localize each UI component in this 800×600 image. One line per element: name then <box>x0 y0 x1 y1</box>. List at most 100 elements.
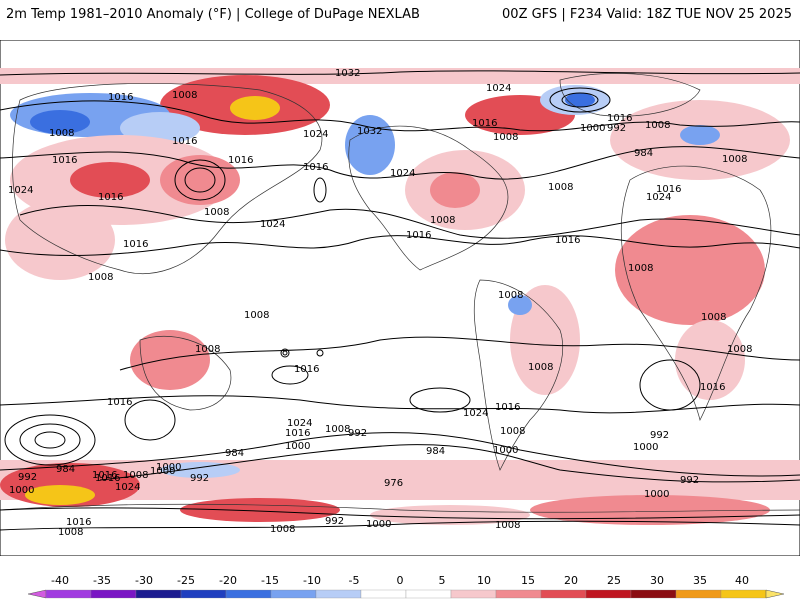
isobar-label: 1016 <box>555 235 580 246</box>
isobar-label: 1000 <box>150 466 175 477</box>
isobar-label: 1016 <box>700 382 725 393</box>
tick-label: 15 <box>521 574 535 587</box>
isobar-label: 1000 <box>156 462 181 473</box>
tick-label: 25 <box>607 574 621 587</box>
isobar-label: 1008 <box>628 263 653 274</box>
isobar-label: 1016 <box>108 92 133 103</box>
colorbar-right-arrow <box>765 589 785 599</box>
tick-label: -20 <box>219 574 237 587</box>
isobar-label: 1024 <box>115 482 140 493</box>
anomaly-shading <box>0 68 800 525</box>
tick-label: -15 <box>261 574 279 587</box>
isobar-label: 1008 <box>195 344 220 355</box>
isobar-label: 1008 <box>500 426 525 437</box>
colorbar-swatch <box>495 589 542 599</box>
isobar-label: 1008 <box>325 424 350 435</box>
isobar-label: 1024 <box>303 129 328 140</box>
colorbar-swatch <box>45 589 92 599</box>
isobar-label: 1000 <box>366 519 391 530</box>
tick-label: 20 <box>564 574 578 587</box>
color-swatches <box>27 589 785 599</box>
anomaly-map: 1032 1016 1008 1016 1032 1024 1024 1016 … <box>0 40 800 556</box>
isobar-label: 1008 <box>430 215 455 226</box>
isobar-label: 1008 <box>270 524 295 535</box>
isobar-label: 1008 <box>123 470 148 481</box>
isobar-label: 1016 <box>495 402 520 413</box>
isobar-label: 1008 <box>701 312 726 323</box>
isobar-label: 992 <box>650 430 669 441</box>
isobar-label: 1024 <box>486 83 511 94</box>
colorbar-swatch <box>135 589 182 599</box>
colorbar-swatch <box>180 589 227 599</box>
colorbar-swatch <box>225 589 272 599</box>
isobar-label: 1016 <box>66 517 91 528</box>
colorbar-swatch <box>270 589 317 599</box>
isobar-label: 992 <box>607 123 626 134</box>
isobar-label: 1000 <box>285 441 310 452</box>
isobar-label: 1008 <box>172 90 197 101</box>
isobar-label: 1008 <box>495 520 520 531</box>
colorbar-swatch <box>450 589 497 599</box>
isobar-label: 1024 <box>390 168 415 179</box>
colorbar-swatch <box>675 589 722 599</box>
pressure-centers <box>280 348 324 358</box>
isobar-label: 1016 <box>92 470 117 481</box>
isobar-label: 1008 <box>88 272 113 283</box>
colorbar-swatch <box>90 589 137 599</box>
isobar-label: 984 <box>634 148 653 159</box>
isobar-label: 1008 <box>49 128 74 139</box>
colorbar-swatch <box>540 589 587 599</box>
isobar-label: 1008 <box>493 132 518 143</box>
isobar-label: 1024 <box>8 185 33 196</box>
colorbar-swatch <box>405 589 452 599</box>
colorbar-swatch <box>585 589 632 599</box>
isobar-label: 1016 <box>172 136 197 147</box>
tick-label: -10 <box>303 574 321 587</box>
isobar-label: 1008 <box>645 120 670 131</box>
isobar-label: 984 <box>426 446 445 457</box>
tick-label: -25 <box>177 574 195 587</box>
isobar-label: 1024 <box>463 408 488 419</box>
colorbar-left-arrow <box>27 589 47 599</box>
tick-label: -30 <box>135 574 153 587</box>
isobar-label: 992 <box>190 473 209 484</box>
isobar-label: 1016 <box>95 473 120 484</box>
tick-label: 5 <box>439 574 446 587</box>
isobar-label: 1016 <box>472 118 497 129</box>
colorbar-swatch <box>630 589 677 599</box>
isobar-label: 1016 <box>285 428 310 439</box>
tick-label: 35 <box>693 574 707 587</box>
isobar-label: 1008 <box>204 207 229 218</box>
isobar-label: 976 <box>384 478 403 489</box>
colorbar-swatch <box>720 589 767 599</box>
isobar-label: 1000 <box>580 123 605 134</box>
tick-label: -5 <box>349 574 360 587</box>
tick-label: -35 <box>93 574 111 587</box>
isobar-label: 1000 <box>493 445 518 456</box>
isobar-label: 1024 <box>287 418 312 429</box>
isobar-label: 1016 <box>107 397 132 408</box>
isobar-label: 1016 <box>52 155 77 166</box>
tick-label: -40 <box>51 574 69 587</box>
isobar-label: 1016 <box>294 364 319 375</box>
isobar-label: 992 <box>680 475 699 486</box>
isobar-label: 1000 <box>644 489 669 500</box>
isobar-label: 1016 <box>228 155 253 166</box>
map-title: 2m Temp 1981–2010 Anomaly (°F) | College… <box>6 7 420 22</box>
tick-label: 0 <box>397 574 404 587</box>
isobar-label: 1008 <box>244 310 269 321</box>
tick-label: 40 <box>735 574 749 587</box>
isobar-label: 1008 <box>498 290 523 301</box>
isobar-label: 992 <box>348 428 367 439</box>
isobar-label: 1016 <box>123 239 148 250</box>
colorbar-swatch <box>315 589 362 599</box>
isobar-label: 1016 <box>98 192 123 203</box>
isobar-label: 1024 <box>260 219 285 230</box>
isobar-label: 1032 <box>357 126 382 137</box>
isobar-label: 992 <box>325 516 344 527</box>
coastlines <box>0 73 800 513</box>
isobar-label: 1016 <box>607 113 632 124</box>
isobar-label: 1016 <box>406 230 431 241</box>
isobar-label: 1024 <box>646 192 671 203</box>
isobar-label: 1008 <box>548 182 573 193</box>
